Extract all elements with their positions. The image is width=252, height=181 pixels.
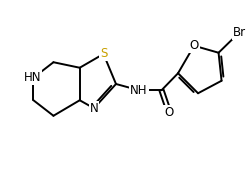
Text: N: N bbox=[90, 102, 98, 115]
Text: O: O bbox=[164, 106, 174, 119]
Text: S: S bbox=[100, 47, 107, 60]
Text: HN: HN bbox=[23, 71, 41, 84]
Text: NH: NH bbox=[130, 84, 148, 97]
Text: Br: Br bbox=[233, 26, 246, 39]
Text: O: O bbox=[190, 39, 199, 52]
